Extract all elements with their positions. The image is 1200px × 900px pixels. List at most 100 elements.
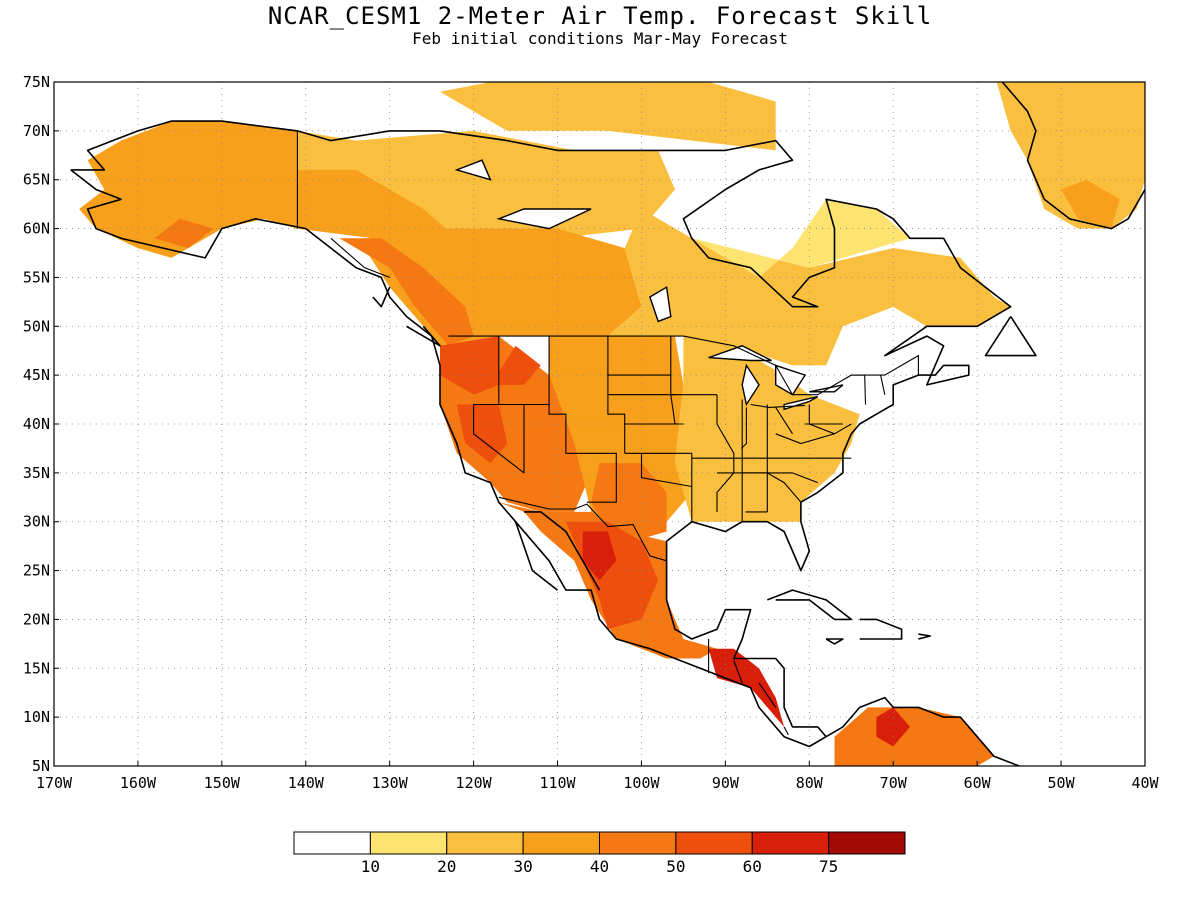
border-line [498, 496, 667, 562]
region-hudson-north [691, 199, 910, 278]
lat-label: 10N [23, 708, 50, 726]
border-line [750, 403, 806, 408]
lake [454, 159, 492, 181]
colorbar-swatch [828, 831, 906, 855]
region-yukon-inner [297, 169, 457, 239]
skill-shading-layer [79, 82, 1145, 766]
lon-label: 80W [796, 774, 824, 792]
lat-label: 35N [23, 464, 50, 482]
colorbar-legend: 10 20 30 40 50 60 75 [293, 831, 906, 876]
coastline [859, 618, 903, 640]
lat-label: 50N [23, 317, 50, 335]
region-central-america [708, 648, 785, 727]
colorbar-swatch [446, 831, 524, 855]
lat-label: 15N [23, 659, 50, 677]
lon-label: 90W [712, 774, 740, 792]
colorbar-swatch [369, 831, 448, 855]
colorbar-label: 20 [437, 857, 456, 876]
colorbar-label: 10 [361, 857, 380, 876]
lat-label: 5N [32, 757, 50, 775]
border-line [670, 336, 684, 425]
lat-label: 40N [23, 415, 50, 433]
lon-label: 140W [288, 774, 325, 792]
lon-label: 130W [372, 774, 409, 792]
colorbar-label: 75 [819, 857, 838, 876]
region-bc-coast [339, 238, 474, 346]
lat-label: 60N [23, 220, 50, 238]
border-line [473, 404, 525, 474]
colorbar-label: 30 [513, 857, 532, 876]
coastline [70, 169, 827, 748]
lon-label: 70W [880, 774, 908, 792]
region-arctic-islands [440, 82, 776, 151]
border-line [758, 682, 777, 708]
coastline [825, 638, 844, 645]
lon-label: 110W [539, 774, 576, 792]
lon-label: 50W [1048, 774, 1076, 792]
border-line [775, 407, 793, 435]
lon-label: 40W [1131, 774, 1159, 792]
lake [649, 286, 672, 323]
border-line [851, 374, 867, 405]
region-mexico-hot [582, 531, 617, 581]
lon-label: 120W [456, 774, 493, 792]
coastline [984, 316, 1037, 357]
border-line [717, 472, 818, 484]
lake [809, 384, 844, 393]
coastline [524, 511, 601, 591]
border-line [880, 374, 886, 395]
colorbar-swatch [599, 831, 677, 855]
lat-label: 55N [23, 268, 50, 286]
coastline [406, 325, 441, 347]
region-southern-plains [591, 463, 667, 542]
lon-label: 100W [623, 774, 660, 792]
political-borders [296, 130, 919, 735]
region-alaska [79, 121, 298, 258]
map-title: NCAR_CESM1 2-Meter Air Temp. Forecast Sk… [267, 2, 933, 30]
lat-label: 20N [23, 610, 50, 628]
border-line [775, 423, 852, 445]
coastline [70, 120, 1012, 600]
coastline [767, 589, 853, 621]
region-labrador [809, 248, 1011, 327]
border-line [733, 660, 743, 684]
region-pacific-nw [440, 336, 499, 395]
region-south-america-hot [876, 707, 910, 747]
colorbar-swatch [675, 831, 753, 855]
latitude-labels: 5N 10N 15N 20N 25N 30N 35N 40N 45N 50N 55N 60N 65N 70… [23, 73, 59, 775]
lat-label: 30N [23, 513, 50, 531]
region-south-america [834, 707, 994, 766]
colorbar-swatch [522, 831, 600, 855]
lon-label: 160W [120, 774, 157, 792]
border-line [740, 407, 747, 449]
border-line [716, 394, 735, 512]
border-line [330, 237, 390, 278]
lake [708, 345, 772, 362]
border-line [640, 453, 692, 488]
map-subtitle: Feb initial conditions Mar-May Forecast [412, 29, 788, 48]
region-great-basin [456, 404, 508, 464]
coastline [514, 521, 558, 591]
coastlines [70, 82, 1145, 766]
coastline [825, 696, 1020, 766]
colorbar-label: 60 [743, 857, 762, 876]
border-line [742, 472, 802, 503]
lat-label: 65N [23, 171, 50, 189]
lon-label: 170W [36, 774, 73, 792]
region-greenland-south [996, 82, 1145, 229]
coastline [918, 633, 932, 640]
coastline [665, 599, 827, 738]
coastline [1001, 82, 1145, 230]
lat-label: 45N [23, 366, 50, 384]
colorbar-swatch [293, 831, 371, 855]
longitude-labels: 170W 160W 150W 140W 130W 120W 110W 100W 90W 80W 70… [36, 761, 1160, 792]
lat-label: 25N [23, 562, 50, 580]
lat-label: 75N [23, 73, 50, 91]
region-greenland-orange [1061, 179, 1120, 229]
region-alaska-south-coast [154, 218, 214, 249]
lakes [454, 159, 844, 411]
border-line [548, 375, 617, 503]
colorbar-label: 50 [666, 857, 685, 876]
border-line [448, 335, 919, 396]
